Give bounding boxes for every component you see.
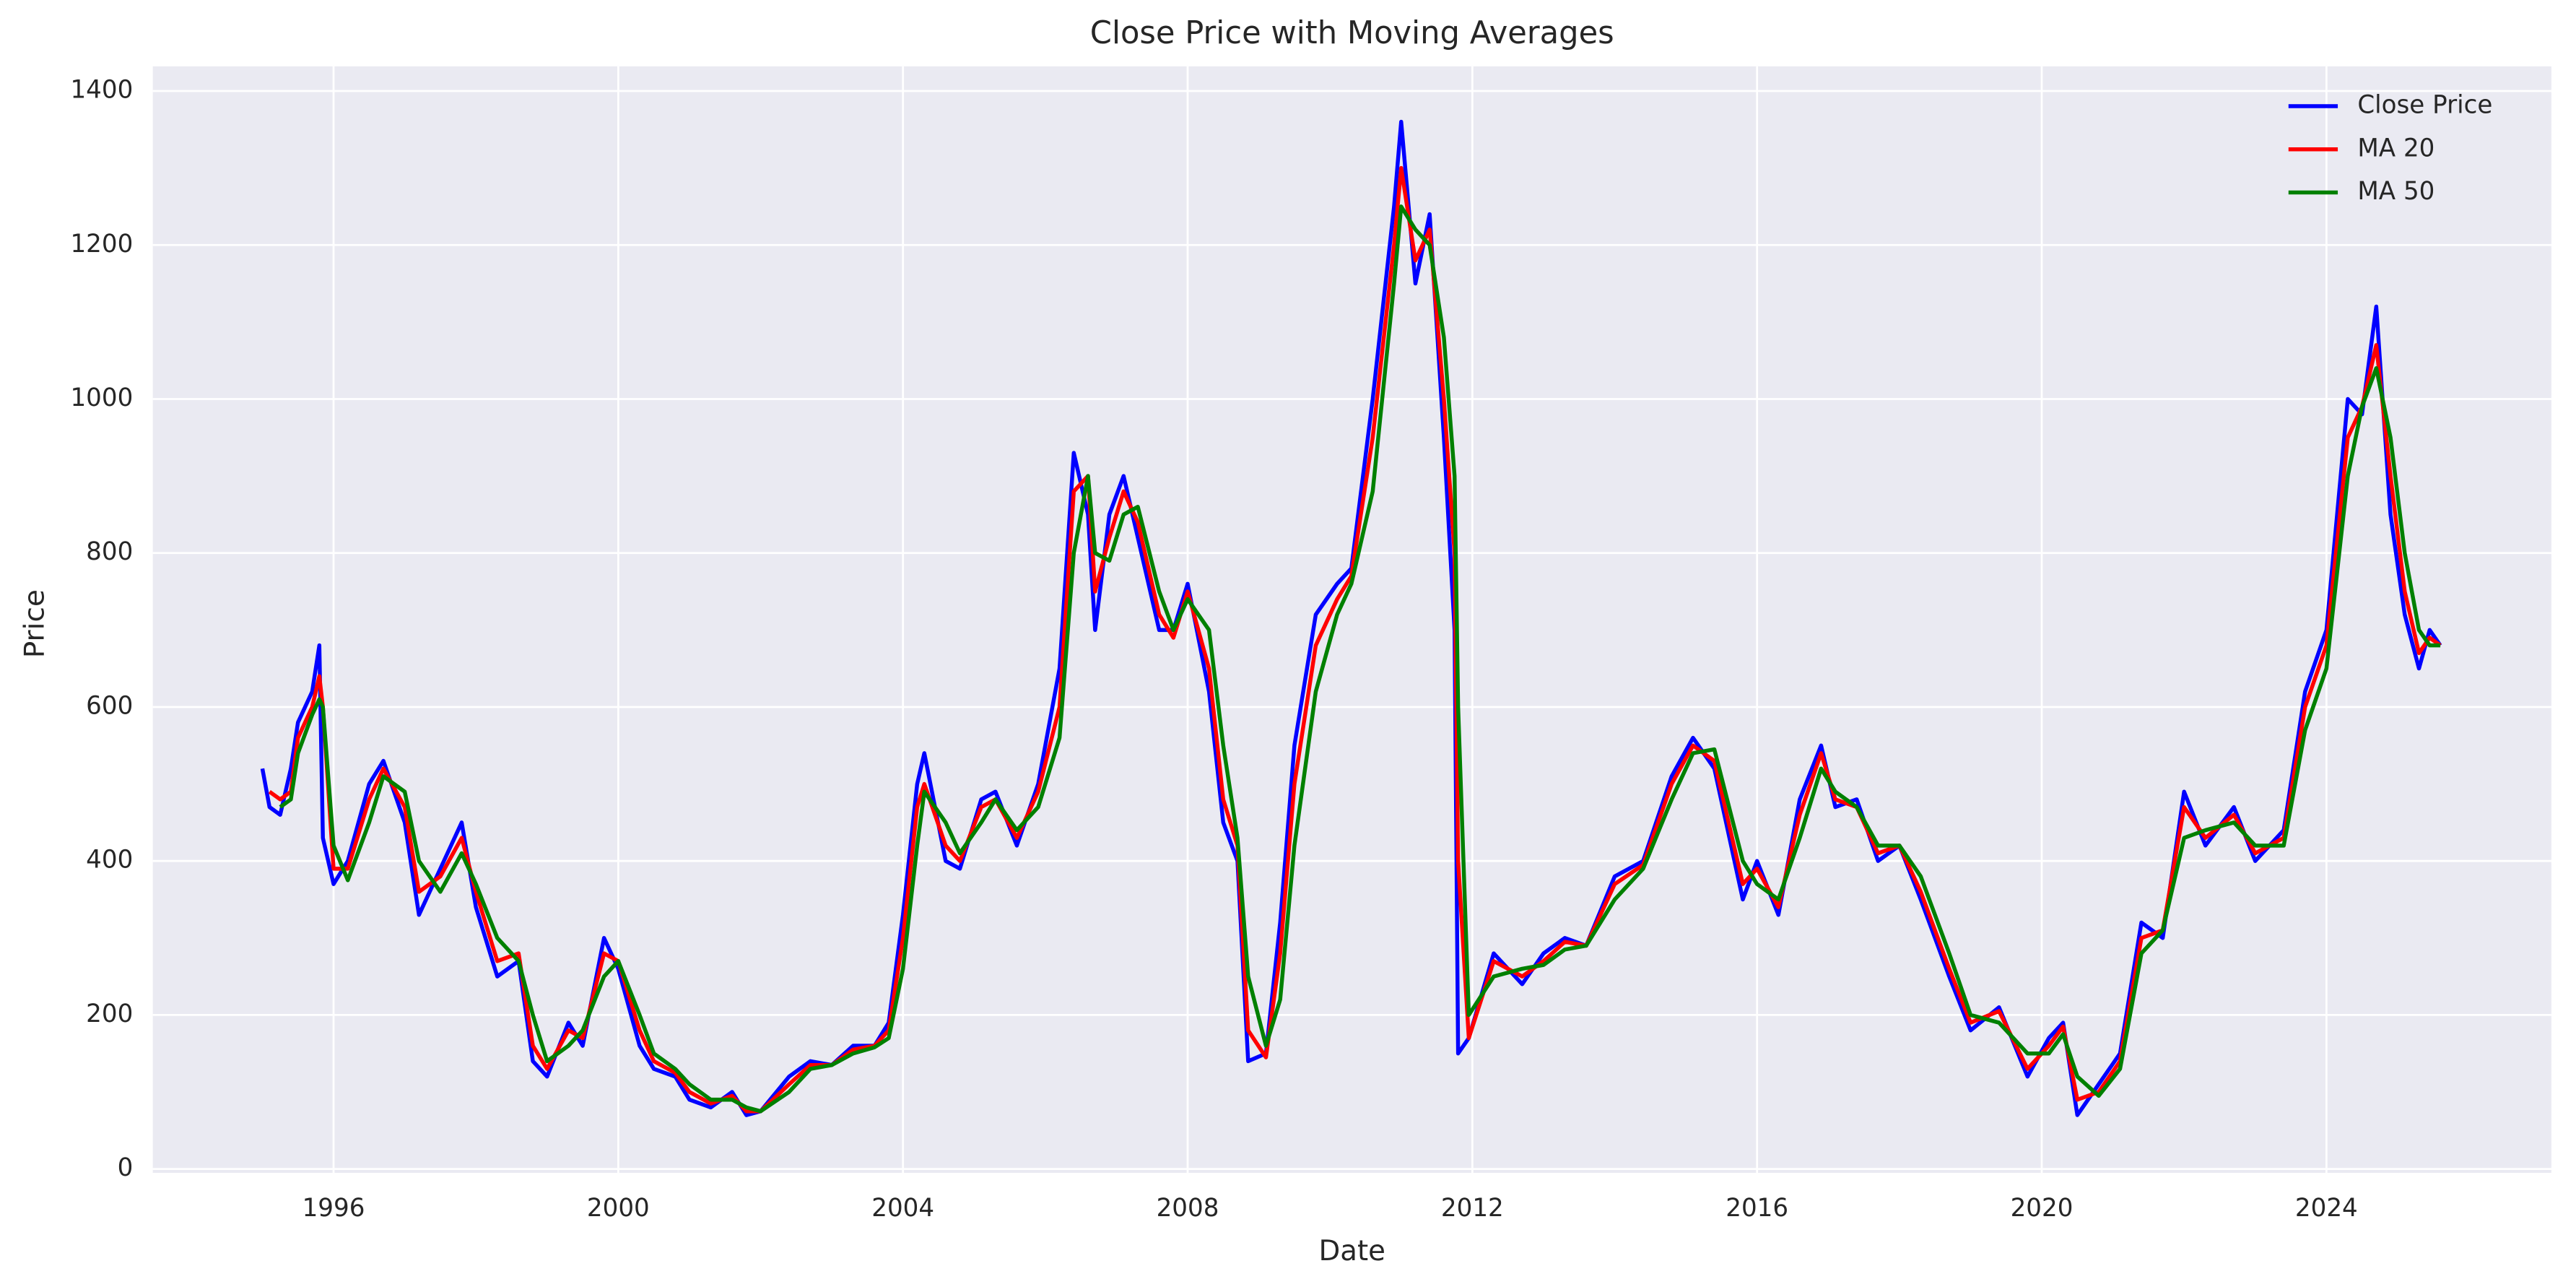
x-tick-label: 2004 xyxy=(871,1194,934,1223)
chart-title: Close Price with Moving Averages xyxy=(1090,15,1614,51)
x-tick-label: 1996 xyxy=(303,1194,365,1223)
series-line xyxy=(279,204,2441,1114)
y-tick-label: 1000 xyxy=(70,383,133,412)
y-tick-label: 400 xyxy=(86,846,133,875)
legend: Close Price MA 20 MA 50 xyxy=(2288,90,2492,206)
legend-label: MA 20 xyxy=(2357,134,2434,162)
x-tick-label: 2020 xyxy=(2011,1194,2074,1223)
y-tick-label: 1400 xyxy=(70,75,133,104)
ticks: 0 200 400 600 800 1000 1200 1400 1996 2000 2004 200… xyxy=(70,75,2357,1223)
y-tick-label: 1200 xyxy=(70,230,133,259)
y-axis-label: Price xyxy=(19,589,51,658)
y-tick-label: 800 xyxy=(86,537,133,566)
y-tick-label: 0 xyxy=(118,1153,134,1182)
lines xyxy=(260,119,2442,1117)
x-tick-label: 2008 xyxy=(1157,1194,1219,1223)
x-tick-label: 2000 xyxy=(587,1194,650,1223)
y-tick-label: 200 xyxy=(86,1000,133,1028)
x-axis-label: Date xyxy=(1319,1235,1385,1267)
x-tick-label: 2024 xyxy=(2295,1194,2358,1223)
legend-label: MA 50 xyxy=(2357,177,2434,206)
x-tick-label: 2016 xyxy=(1726,1194,1788,1223)
legend-label: Close Price xyxy=(2357,90,2492,119)
y-tick-label: 600 xyxy=(86,691,133,720)
series-line xyxy=(268,165,2442,1114)
plot-area xyxy=(152,66,2551,1173)
x-tick-label: 2012 xyxy=(1441,1194,1504,1223)
